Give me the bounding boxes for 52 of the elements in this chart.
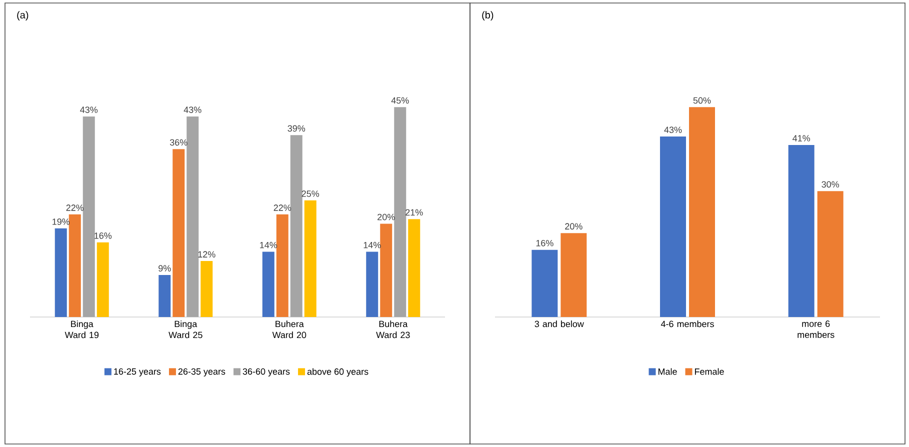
bar: [172, 149, 185, 317]
bar: [408, 219, 420, 317]
x-tick-label: Binga Ward 25: [168, 320, 202, 338]
bar: [158, 275, 171, 317]
legend-label: above 60 years: [307, 368, 368, 377]
data-label: 45%: [391, 97, 409, 104]
bar: [276, 214, 288, 317]
bar: [532, 250, 558, 317]
bar: [380, 224, 392, 317]
data-label: 16%: [536, 240, 554, 246]
data-label: 41%: [792, 135, 810, 142]
data-label: 20%: [378, 214, 395, 220]
data-label: 9%: [158, 265, 171, 272]
x-tick-label: Buhera Ward 20: [272, 320, 306, 338]
x-tick-label: 4-6 members: [660, 320, 714, 328]
legend-label: Female: [694, 368, 724, 375]
x-tick-label: Binga Ward 19: [64, 320, 99, 338]
data-label: 16%: [94, 232, 112, 239]
legend-label: 26-35 years: [178, 368, 226, 376]
bar: [788, 144, 814, 317]
bar: [54, 228, 67, 317]
data-label: 43%: [80, 106, 98, 113]
x-tick-label: Buhera Ward 23: [376, 320, 410, 338]
data-label: 36%: [170, 139, 188, 146]
x-tick-label: more 6 members: [798, 320, 834, 338]
data-label: 12%: [198, 251, 216, 258]
bar: [366, 252, 378, 317]
data-label: 30%: [822, 181, 840, 188]
data-label: 43%: [664, 126, 682, 134]
bar: [560, 233, 587, 317]
data-label: 43%: [184, 106, 202, 113]
chart-title: (a): [17, 11, 28, 20]
bar: [817, 191, 844, 317]
data-label: 21%: [406, 209, 423, 216]
bar: [96, 242, 109, 317]
chart-title: (b): [482, 11, 494, 20]
data-label: 50%: [693, 97, 711, 104]
bar: [68, 214, 81, 317]
data-label: 39%: [288, 125, 306, 132]
x-tick-label: 3 and below: [534, 320, 584, 328]
bar: [262, 252, 274, 317]
bar: [200, 261, 213, 317]
legend-label: Male: [658, 368, 677, 375]
legend-label: 36-60 years: [242, 368, 290, 376]
bar: [304, 200, 316, 317]
data-label: 25%: [302, 190, 320, 197]
bar: [689, 107, 716, 317]
data-label: 22%: [274, 204, 292, 211]
bar: [660, 136, 686, 317]
legend-label: 16-25 years: [114, 368, 161, 376]
data-label: 20%: [565, 223, 582, 230]
data-label: 22%: [66, 204, 84, 211]
